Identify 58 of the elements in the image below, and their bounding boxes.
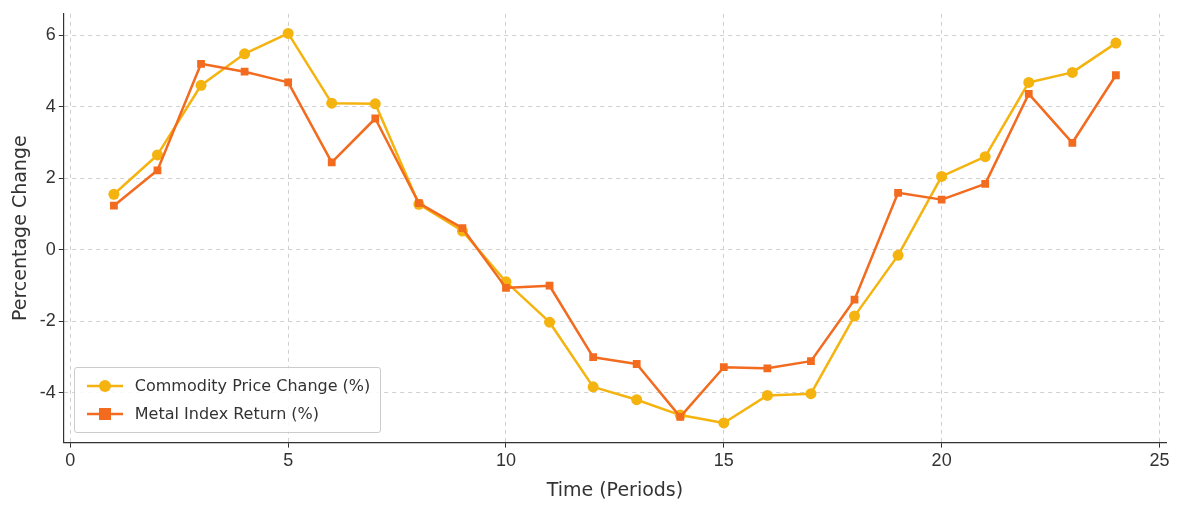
point: [195, 79, 207, 91]
x-tick-label: 0: [65, 450, 76, 471]
x-tick-label: 10: [495, 450, 517, 471]
point: [894, 188, 902, 197]
y-tick-label: 4: [45, 95, 56, 116]
point: [981, 180, 990, 188]
point: [761, 389, 773, 401]
x-tick-label: 25: [1149, 450, 1170, 471]
point: [589, 353, 598, 362]
point: [805, 388, 817, 400]
point: [1112, 71, 1120, 80]
point: [1068, 138, 1077, 147]
x-axis-title: Time (Periods): [545, 477, 684, 500]
point: [632, 360, 641, 368]
point: [979, 151, 991, 163]
point: [1024, 89, 1033, 98]
point: [197, 59, 205, 68]
point: [327, 158, 336, 167]
point: [108, 188, 120, 200]
point: [371, 114, 380, 123]
point: [326, 97, 338, 109]
point: [763, 364, 772, 373]
point: [282, 27, 294, 39]
point: [1023, 76, 1035, 88]
y-tick-label: 6: [45, 24, 56, 45]
legend-label: Commodity Price Change (%): [134, 376, 371, 396]
point: [587, 381, 599, 393]
y-tick-label: -4: [39, 381, 56, 402]
y-tick-label: 0: [45, 238, 56, 259]
point: [369, 98, 381, 110]
y-axis-title: Percentage Change: [8, 135, 31, 322]
point: [807, 357, 815, 366]
x-tick-label: 15: [713, 450, 734, 471]
point: [850, 295, 859, 304]
point: [892, 249, 904, 261]
point: [153, 166, 162, 175]
y-tick-label: -2: [39, 310, 56, 331]
point: [719, 363, 728, 372]
point: [110, 201, 118, 210]
legend-label: Metal Index Return (%): [134, 404, 320, 424]
x-tick-label: 20: [931, 450, 952, 471]
point: [151, 149, 163, 161]
point: [545, 281, 554, 290]
point: [284, 78, 293, 87]
point: [1066, 66, 1078, 78]
point: [631, 394, 643, 406]
point: [239, 48, 251, 60]
point: [502, 283, 510, 292]
point: [937, 195, 946, 204]
point: [544, 316, 556, 328]
y-tick-label: 2: [45, 167, 56, 188]
point: [936, 170, 948, 182]
point: [718, 417, 730, 429]
x-tick-label: 5: [283, 450, 294, 471]
point: [458, 224, 467, 233]
point: [849, 310, 861, 322]
point: [240, 67, 249, 76]
point: [1110, 37, 1122, 49]
